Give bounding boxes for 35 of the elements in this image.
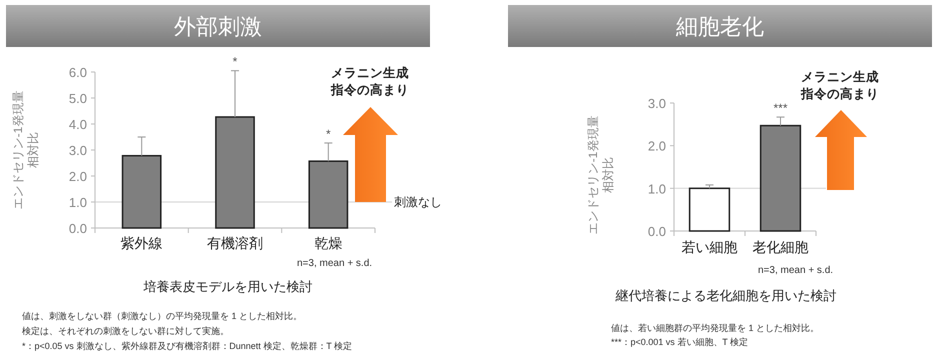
y-tick-label: 1.0 <box>648 181 666 196</box>
ref-line-label: 刺激なし <box>394 195 442 209</box>
text: n=3, mean + s.d. <box>297 258 372 269</box>
y-axis-title: エンドセリン-1発現量相対比 <box>11 90 40 210</box>
text: 値は、刺激をしない群（刺激なし）の平均発現量を 1 とした相対比。 <box>22 311 302 321</box>
x-tick-label: 紫外線 <box>120 235 163 251</box>
x-tick-label: 乾燥 <box>314 235 342 251</box>
y-tick-label: 5.0 <box>68 91 87 106</box>
annotation: メラニン生成指令の高まり <box>330 66 409 97</box>
text: ***：p<0.001 vs 若い細胞、T 検定 <box>611 337 748 347</box>
x-axis-title: 継代培養による老化細胞を用いた検討 <box>614 288 836 303</box>
x-tick-label: 若い細胞 <box>682 239 738 255</box>
x-tick-label: 老化細胞 <box>752 239 808 255</box>
text: 値は、若い細胞群の平均発現量を 1 とした相対比。 <box>611 323 820 333</box>
x-tick-label: 有機溶剤 <box>207 235 263 251</box>
annotation: * <box>232 54 238 69</box>
y-tick-label: 0.0 <box>68 221 87 236</box>
x-axis-title: 培養表皮モデルを用いた検討 <box>142 279 312 294</box>
y-tick-label: 3.0 <box>68 143 87 158</box>
y-tick-label: 2.0 <box>68 169 87 184</box>
text: 検定は、それぞれの刺激をしない群に対して実施。 <box>22 326 229 336</box>
annotation: * <box>326 126 331 141</box>
y-tick-label: 2.0 <box>648 138 666 154</box>
y-tick-label: 4.0 <box>68 117 87 132</box>
text: n=3, mean + s.d. <box>758 265 834 276</box>
y-tick-label: 3.0 <box>648 96 666 111</box>
annotation: *** <box>773 101 788 116</box>
chart-title: 外部刺激 <box>174 14 262 39</box>
chart-title: 細胞老化 <box>675 14 764 39</box>
y-tick-label: 6.0 <box>68 65 87 80</box>
text: メラニン生成指令の高まり <box>800 70 879 101</box>
y-tick-label: 0.0 <box>648 224 666 239</box>
text: *：p<0.05 vs 刺激なし、紫外線群及び有機溶剤群：Dunnett 検定、乾燥群：T 検定 <box>22 341 352 351</box>
y-tick-label: 1.0 <box>68 195 87 210</box>
y-axis-title: エンドセリン-1発現量相対比 <box>586 116 615 234</box>
